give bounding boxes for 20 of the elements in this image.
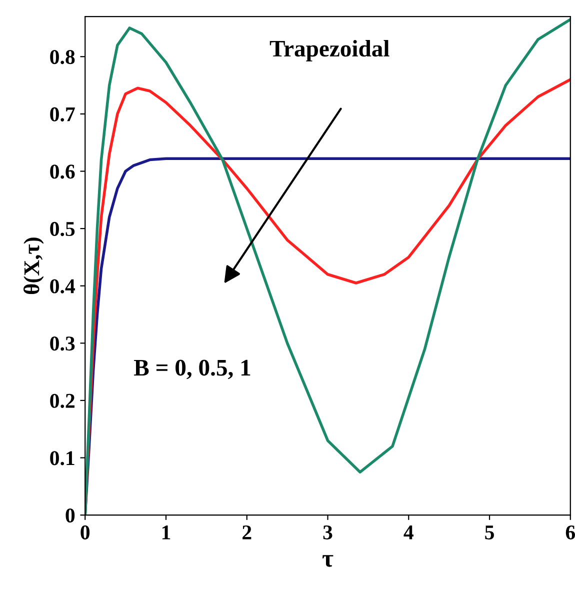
annotation: B = 0, 0.5, 1 [134, 360, 250, 380]
x-tick-label: 4 [404, 526, 414, 540]
y-tick-label: 0.7 [50, 107, 75, 122]
annotation: Trapezoidal [270, 40, 390, 62]
y-tick-label: 0.8 [50, 50, 75, 64]
y-axis-title: θ(X,τ) [24, 238, 44, 294]
x-tick-label: 3 [323, 525, 332, 540]
x-tick-label: 5 [485, 526, 494, 540]
y-tick-label: 0.4 [50, 279, 75, 294]
x-tick-label: 2 [242, 525, 252, 540]
y-tick-label: 0.6 [50, 164, 75, 179]
y-tick-label: 0.1 [50, 451, 74, 466]
y-tick-label: 0 [66, 508, 75, 523]
x-axis-title: τ [322, 555, 334, 567]
y-tick-label: 0.5 [50, 222, 75, 236]
x-tick-label: 1 [162, 525, 170, 540]
x-tick-label: 6 [566, 525, 575, 540]
y-tick-label: 0.3 [50, 336, 75, 351]
y-tick-label: 0.2 [50, 394, 74, 408]
x-tick-label: 0 [80, 525, 90, 540]
